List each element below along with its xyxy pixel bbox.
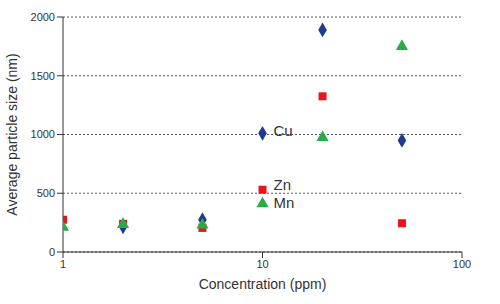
- svg-text:500: 500: [37, 187, 55, 199]
- svg-text:Cu: Cu: [274, 122, 293, 139]
- svg-text:10: 10: [256, 258, 268, 270]
- svg-text:0: 0: [49, 246, 55, 258]
- svg-text:2000: 2000: [31, 11, 55, 23]
- svg-text:1: 1: [60, 258, 66, 270]
- svg-text:1500: 1500: [31, 70, 55, 82]
- svg-text:Zn: Zn: [274, 176, 292, 193]
- svg-text:100: 100: [453, 258, 471, 270]
- svg-text:Mn: Mn: [274, 194, 295, 211]
- svg-text:Concentration (ppm): Concentration (ppm): [199, 276, 327, 292]
- svg-text:1000: 1000: [31, 128, 55, 140]
- svg-text:Average particle size (nm): Average particle size (nm): [8, 53, 20, 215]
